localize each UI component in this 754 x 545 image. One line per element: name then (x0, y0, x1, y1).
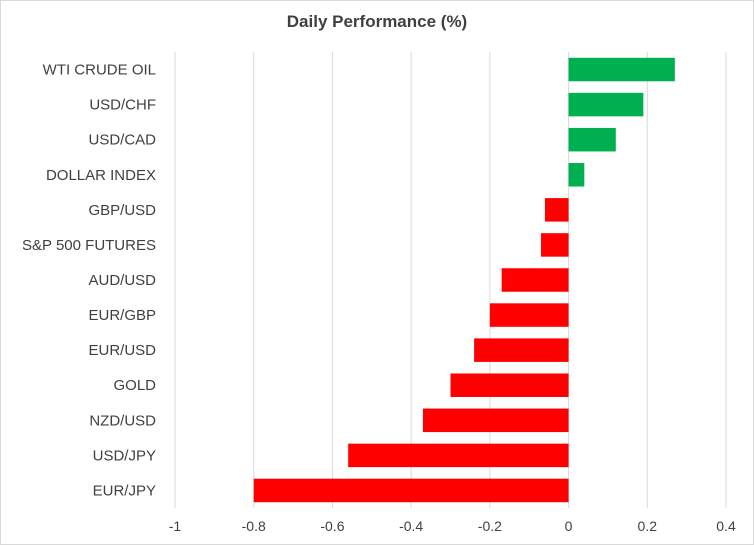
bar (422, 408, 569, 433)
category-label: EUR/USD (88, 342, 156, 359)
bar (474, 338, 569, 362)
x-tick-label: -1 (169, 518, 182, 534)
x-tick-label: -0.8 (242, 518, 266, 534)
bar (253, 478, 569, 503)
bar (501, 268, 569, 292)
chart-title: Daily Performance (%) (286, 12, 468, 31)
category-label: S&P 500 FUTURES (22, 237, 156, 254)
bar (568, 57, 675, 82)
x-tick-label: 0.2 (638, 518, 658, 534)
category-label: WTI CRUDE OIL (43, 62, 156, 79)
category-label: EUR/JPY (93, 482, 156, 499)
bar (541, 233, 569, 257)
bar (544, 198, 569, 222)
x-tick-label: 0 (565, 518, 573, 534)
x-tick-label: 0.4 (716, 518, 736, 534)
category-label: NZD/USD (89, 412, 156, 429)
category-label: USD/CHF (89, 97, 156, 114)
category-label: DOLLAR INDEX (46, 167, 156, 184)
x-tick-label: -0.6 (320, 518, 344, 534)
bar (450, 373, 569, 397)
bar (568, 127, 616, 152)
bar (489, 303, 569, 327)
category-label: EUR/GBP (88, 307, 156, 324)
bar (568, 92, 644, 117)
bar (568, 163, 585, 187)
category-label: GOLD (113, 377, 156, 394)
x-tick-label: -0.2 (478, 518, 502, 534)
category-label: USD/CAD (88, 132, 156, 149)
bar (348, 443, 569, 468)
category-label: AUD/USD (88, 272, 156, 289)
category-label: USD/JPY (93, 447, 156, 464)
category-label: GBP/USD (88, 202, 156, 219)
x-tick-label: -0.4 (399, 518, 423, 534)
